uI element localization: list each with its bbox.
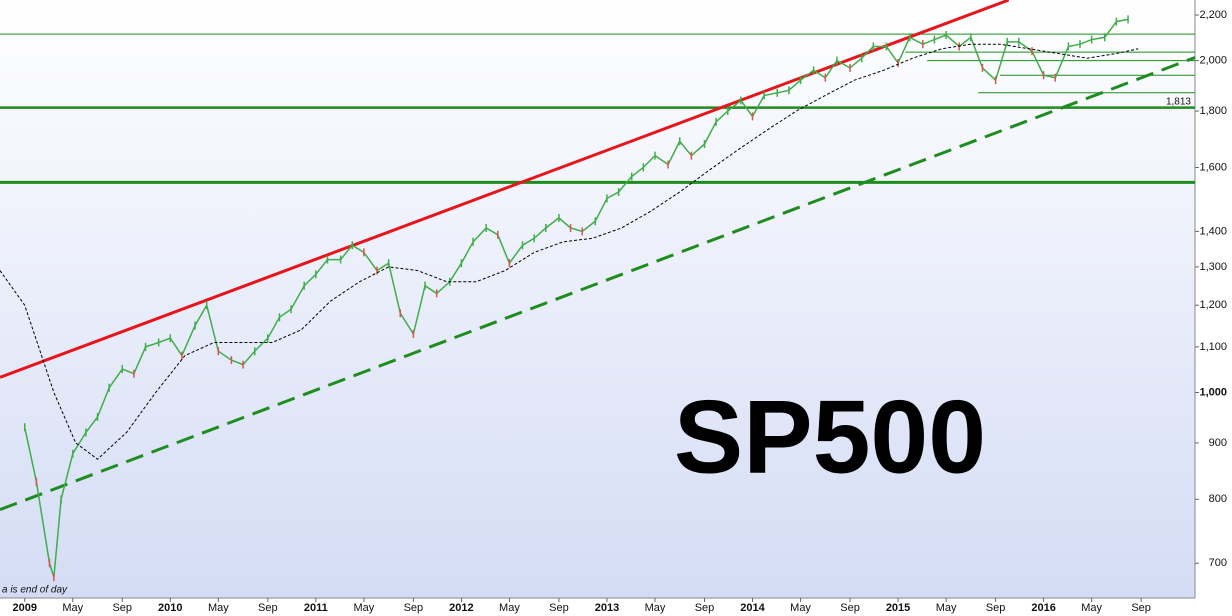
x-tick-label: Sep xyxy=(549,602,569,614)
x-tick-label: 2016 xyxy=(1031,602,1055,614)
x-tick-label: May xyxy=(936,602,957,614)
y-tick-label: 700 xyxy=(1209,557,1227,569)
x-tick-label: May xyxy=(790,602,811,614)
x-tick-label: 2011 xyxy=(304,602,328,614)
x-tick-label: 2015 xyxy=(886,602,910,614)
y-tick-label: 800 xyxy=(1209,493,1227,505)
x-tick-label: Sep xyxy=(695,602,715,614)
x-tick-label: Sep xyxy=(840,602,860,614)
x-tick-label: Sep xyxy=(112,602,132,614)
y-tick-label: 2,000 xyxy=(1199,55,1227,67)
x-tick-label: May xyxy=(208,602,229,614)
x-tick-label: Sep xyxy=(258,602,278,614)
x-tick-label: May xyxy=(645,602,666,614)
y-tick-label: 900 xyxy=(1209,437,1227,449)
x-tick-label: May xyxy=(62,602,83,614)
x-tick-label: May xyxy=(499,602,520,614)
x-tick-label: Sep xyxy=(404,602,424,614)
y-tick-label: 1,100 xyxy=(1199,341,1227,353)
x-tick-label: Sep xyxy=(986,602,1006,614)
x-tick-label: 2014 xyxy=(740,602,765,614)
y-tick-label: 1,400 xyxy=(1199,225,1227,237)
layer: 1,813 xyxy=(0,0,1196,582)
x-tick-label: Sep xyxy=(1131,602,1151,614)
x-tick-label: May xyxy=(1081,602,1102,614)
x-tick-label: 2009 xyxy=(13,602,37,614)
y-tick-label: 1,300 xyxy=(1199,261,1227,273)
plot-area xyxy=(0,0,1195,598)
moving-average xyxy=(0,43,1139,460)
trendline xyxy=(0,56,1196,512)
x-tick-label: May xyxy=(353,602,374,614)
y-tick-label: 1,200 xyxy=(1199,299,1227,311)
y-tick-label: 2,200 xyxy=(1199,9,1227,21)
x-tick-label: 2013 xyxy=(595,602,619,614)
chart-title: SP500 xyxy=(674,379,986,495)
y-tick-label: 1,000 xyxy=(1199,386,1227,398)
x-tick-label: 2010 xyxy=(158,602,182,614)
x-tick-label: 2012 xyxy=(449,602,473,614)
y-tick-label: 1,600 xyxy=(1199,161,1227,173)
level-label: 1,813 xyxy=(1166,96,1191,107)
note: a is end of day xyxy=(2,585,68,596)
y-tick-label: 1,800 xyxy=(1199,105,1227,117)
